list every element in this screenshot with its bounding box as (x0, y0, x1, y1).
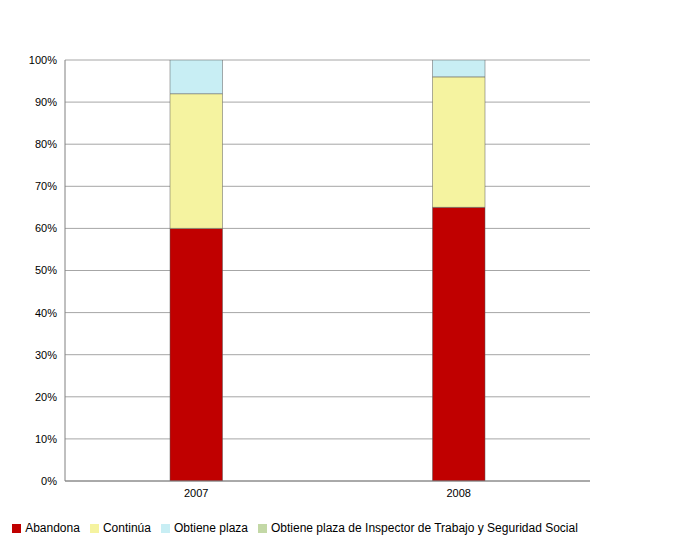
svg-text:50%: 50% (35, 264, 57, 276)
svg-text:90%: 90% (35, 96, 57, 108)
svg-text:30%: 30% (35, 349, 57, 361)
svg-text:20%: 20% (35, 391, 57, 403)
html-text:Obtiene plaza: Obtiene plaza (173, 521, 248, 535)
html-text:Obtiene plaza de Inspector de: Obtiene plaza de Inspector de Trabajo y … (271, 521, 578, 535)
svg-text:2008: 2008 (447, 487, 471, 499)
svg-text:60%: 60% (35, 222, 57, 234)
svg-text:40%: 40% (35, 307, 57, 319)
html-text:Abandona: Abandona (25, 521, 80, 535)
svg-text:10%: 10% (35, 433, 57, 445)
svg-text:70%: 70% (35, 180, 57, 192)
svg-text:100%: 100% (29, 54, 57, 66)
html-text:Continúa: Continúa (102, 521, 151, 535)
svg-text:0%: 0% (41, 475, 57, 487)
svg-text:80%: 80% (35, 138, 57, 150)
svg-text:2007: 2007 (184, 487, 208, 499)
